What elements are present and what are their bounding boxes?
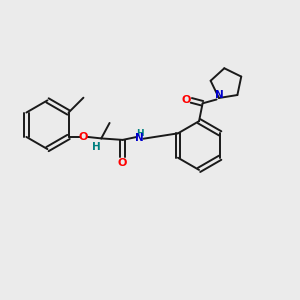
Text: N: N	[215, 90, 224, 100]
Text: N: N	[135, 133, 144, 143]
Text: O: O	[181, 95, 191, 105]
Text: O: O	[79, 132, 88, 142]
Text: H: H	[136, 129, 144, 138]
Text: H: H	[92, 142, 100, 152]
Text: O: O	[118, 158, 127, 168]
